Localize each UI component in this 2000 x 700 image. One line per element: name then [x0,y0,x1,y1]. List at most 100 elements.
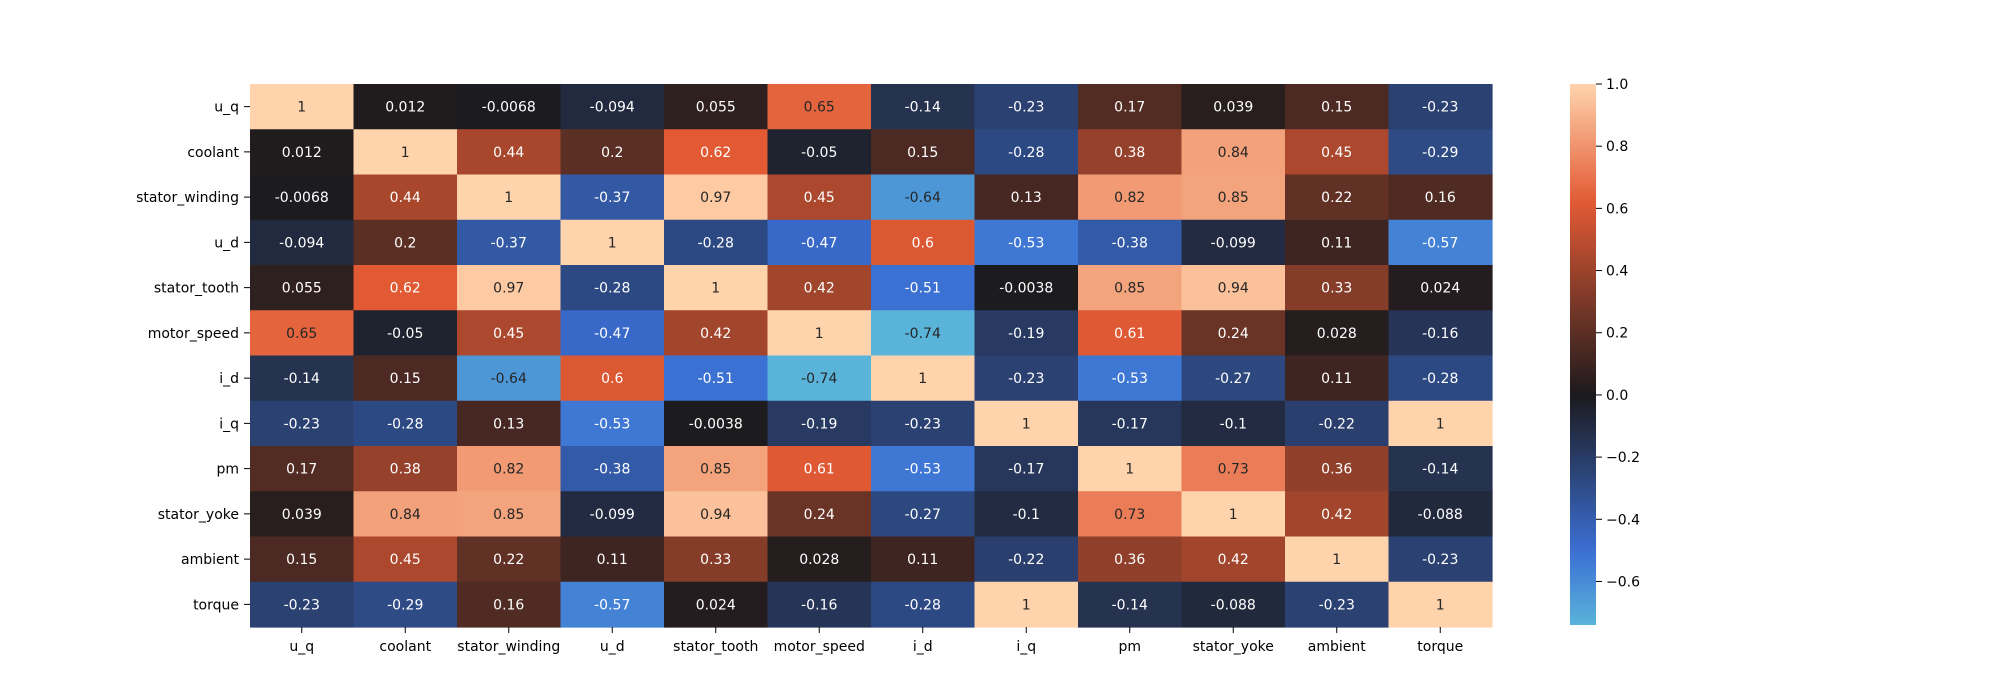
heatmap-cell [1388,581,1493,628]
cell-value-label: -0.28 [905,597,941,613]
heatmap-cell [250,174,355,221]
heatmap-cells: 1 0.012 -0.0068 -0.094 0.055 0.65 -0.14 -0.23 0.… [250,84,1493,628]
heatmap-cell [767,536,872,583]
heatmap-cell [250,355,355,402]
colorbar-gradient [1570,84,1596,625]
cell-value-label: 1 [1125,462,1134,478]
cell-value-label: 1 [297,100,306,116]
cell-value-label: -0.14 [284,371,320,387]
heatmap-cell [1181,174,1286,221]
heatmap-cell [1078,129,1183,176]
heatmap-cell [250,265,355,311]
cell-value-label: 0.11 [1321,371,1352,387]
cell-value-label: 0.028 [1317,326,1357,342]
cell-value-label: -0.53 [594,416,630,432]
cell-value-label: -0.0038 [999,281,1053,297]
heatmap-cell [1181,355,1286,402]
cell-value-label: -0.37 [594,190,630,206]
cell-value-label: -0.28 [698,235,734,251]
cell-value-label: -0.1 [1220,416,1247,432]
heatmap-cell [871,491,976,538]
colorbar-tick-label: 0.6 [1606,201,1628,217]
cell-value-label: -0.53 [905,462,941,478]
heatmap-cell [560,536,665,583]
heatmap-cell [457,355,562,402]
cell-value-label: 0.13 [1011,190,1042,206]
cell-value-label: 1 [1436,597,1445,613]
cell-value-label: -0.099 [590,507,635,523]
cell-value-label: 1 [401,145,410,161]
cell-value-label: 0.028 [799,552,839,568]
cell-value-label: 0.22 [1321,190,1352,206]
cell-value-label: -0.27 [1215,371,1251,387]
cell-value-label: 0.45 [390,552,421,568]
heatmap-cell [353,581,458,628]
cell-value-label: -0.094 [590,100,635,116]
cell-value-label: 0.94 [700,507,731,523]
cell-value-label: -0.17 [1112,416,1148,432]
cell-value-label: -0.51 [905,281,941,297]
heatmap-cell [1285,491,1390,538]
heatmap-cell [871,355,976,402]
colorbar-tick-label: −0.4 [1606,512,1640,528]
heatmap-cell [560,174,665,221]
y-tick-label: motor_speed [148,326,239,342]
cell-value-label: 0.039 [282,507,322,523]
cell-value-label: -0.0038 [689,416,743,432]
x-tick-label: i_d [913,639,933,655]
cell-value-label: 0.97 [493,281,524,297]
heatmap-cell [1388,265,1493,311]
heatmap-cell [353,84,458,130]
cell-value-label: 0.33 [700,552,731,568]
cell-value-label: 0.2 [601,145,623,161]
heatmap-cell [250,536,355,583]
heatmap-cell [664,491,769,538]
cell-value-label: -0.38 [1112,235,1148,251]
heatmap-cell [1285,174,1390,221]
heatmap-cell [871,581,976,628]
heatmap-cell [1285,581,1390,628]
y-tick-label: u_q [214,100,239,116]
cell-value-label: 0.45 [1321,145,1352,161]
cell-value-label: 0.44 [493,145,524,161]
cell-value-label: 0.36 [1114,552,1145,568]
cell-value-label: -0.28 [387,416,423,432]
cell-value-label: 0.82 [1114,190,1145,206]
heatmap-cell [1388,446,1493,492]
colorbar-tick-label: 1.0 [1606,77,1628,93]
heatmap-cell [457,129,562,176]
cell-value-label: -0.23 [284,597,320,613]
cell-value-label: -0.088 [1418,507,1463,523]
cell-value-label: 0.24 [1218,326,1249,342]
cell-value-label: 0.73 [1218,462,1249,478]
heatmap-cell [250,491,355,538]
heatmap-cell [1181,491,1286,538]
heatmap-cell [560,84,665,130]
cell-value-label: 0.73 [1114,507,1145,523]
cell-value-label: -0.19 [1008,326,1044,342]
x-tick-label: torque [1417,639,1463,655]
cell-value-label: 0.65 [804,100,835,116]
heatmap-cell [1285,400,1390,447]
cell-value-label: -0.0068 [275,190,329,206]
heatmap-cell [664,265,769,311]
heatmap-cell [664,84,769,130]
heatmap-cell [974,355,1079,402]
heatmap-cell [871,129,976,176]
x-tick-label: u_d [600,639,625,655]
heatmap-cell [1078,400,1183,447]
cell-value-label: 0.94 [1218,281,1249,297]
heatmap-cell [457,400,562,447]
cell-value-label: 0.039 [1213,100,1253,116]
heatmap-cell [1078,355,1183,402]
cell-value-label: 0.16 [1425,190,1456,206]
heatmap-cell [664,446,769,492]
cell-value-label: 0.16 [493,597,524,613]
cell-value-label: 0.61 [1114,326,1145,342]
cell-value-label: 0.85 [700,462,731,478]
heatmap-cell [1181,219,1286,266]
cell-value-label: -0.14 [1422,462,1458,478]
heatmap-cell [1285,310,1390,357]
x-tick-label: stator_tooth [673,639,758,655]
